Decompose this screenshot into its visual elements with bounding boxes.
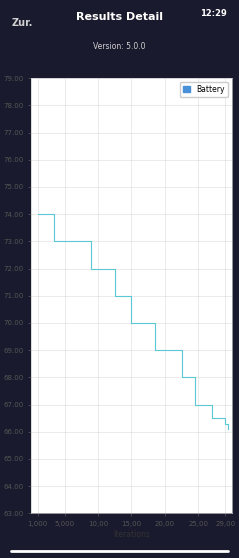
Text: 12:29: 12:29	[200, 9, 227, 18]
Text: Zur.: Zur.	[12, 18, 33, 28]
Text: Results Detail: Results Detail	[76, 12, 163, 22]
X-axis label: Iterations: Iterations	[113, 530, 150, 539]
Text: Version: 5.0.0: Version: 5.0.0	[93, 42, 146, 51]
Legend: Battery: Battery	[180, 82, 228, 97]
